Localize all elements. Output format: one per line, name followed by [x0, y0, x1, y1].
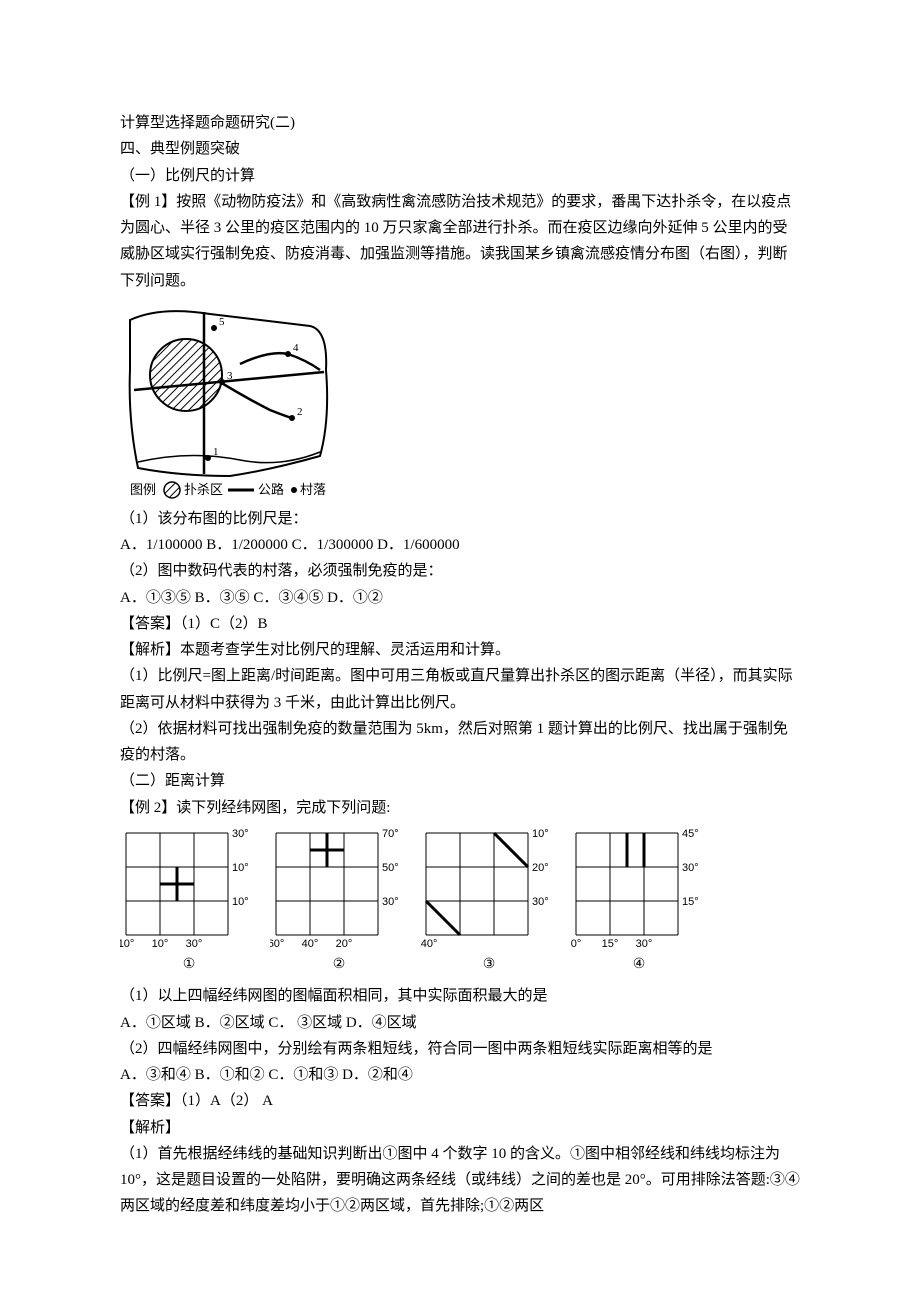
x-axis-label: 20° [336, 938, 353, 950]
map-road [220, 382, 292, 418]
example-label: 【例 1】 [120, 194, 176, 210]
answer-label: 【答案】 [120, 1093, 180, 1109]
grid-number-label: ② [333, 953, 346, 978]
ex2-answer: 【答案】（1）A（2） A [120, 1088, 800, 1114]
ex2-q1: （1）以上四幅经纬网图的图幅面积相同，其中实际面积最大的是 [120, 983, 800, 1009]
example-2-text: 【例 2】读下列经纬网图，完成下列问题: [120, 795, 800, 821]
ex2-analysis-p1: （1）首先根据经纬线的基础知识判断出①图中 4 个数字 10 的含义。①图中相邻… [120, 1141, 800, 1220]
village-dot [285, 351, 291, 357]
ex1-q2-options: A．①③⑤ B．③⑤ C．③④⑤ D．①② [120, 585, 800, 611]
y-axis-label: 30° [532, 896, 549, 908]
kill-zone [150, 339, 222, 411]
village-dot [289, 415, 295, 421]
grid-svg: 10° 20° 30° 140° [420, 827, 558, 951]
ex1-analysis: 【解析】本题考查学生对比例尺的理解、灵活运用和计算。 [120, 637, 800, 663]
village-label: 4 [293, 342, 299, 354]
ex1-q2: （2）图中数码代表的村落，必须强制免疫的是： [120, 558, 800, 584]
example-body: 读下列经纬网图，完成下列问题: [176, 800, 390, 816]
x-axis-label: 0° [571, 938, 582, 950]
grid-number-label: ④ [633, 953, 646, 978]
ex1-analysis-p2: （2）依据材料可找出强制免疫的数量范围为 5km，然后对照第 1 题计算出的比例… [120, 716, 800, 769]
grid-svg: 45° 30° 15° 0° 15° 30° [570, 827, 708, 951]
village-label: 5 [219, 316, 225, 328]
x-axis-label: 30° [186, 938, 203, 950]
example-label: 【例 2】 [120, 800, 176, 816]
ex1-q1: （1）该分布图的比例尺是： [120, 506, 800, 532]
village-label: 3 [227, 370, 233, 382]
legend-killzone-text: 扑杀区 [184, 482, 223, 497]
x-axis-label: 30° [636, 938, 653, 950]
map-legend: 图例 扑杀区 公路 村落 [130, 482, 326, 498]
map-road [240, 353, 320, 370]
legend-road-text: 公路 [258, 482, 284, 497]
y-axis-label: 30° [382, 896, 399, 908]
ex2-q2-options: A．③和④ B．①和② C．①和③ D．②和④ [120, 1062, 800, 1088]
latlon-grids: 30° 10° 10° 10° 10° 30° ① 70° 50° 30° 60° 40° 20° ② 10… [120, 827, 800, 978]
village-label: 1 [213, 446, 219, 458]
ex2-q2: （2）四幅经纬网图中，分别绘有两条粗短线，符合同一图中两条粗短线实际距离相等的是 [120, 1036, 800, 1062]
ex2-analysis-label: 【解析】 [120, 1115, 800, 1141]
grid-number-label: ① [183, 953, 196, 978]
subsection-heading: （一）比例尺的计算 [120, 163, 800, 189]
ex1-q1-options: A．1/100000 B．1/200000 C．1/300000 D．1/600… [120, 532, 800, 558]
grid-2: 70° 50° 30° 60° 40° 20° ② [270, 827, 408, 978]
grid-3: 10° 20° 30° 140° ③ [420, 827, 558, 978]
x-axis-label: 15° [602, 938, 619, 950]
ex1-analysis-p1: （1）比例尺=图上距离/时间距离。图中可用三角板或直尺量算出扑杀区的图示距离（半… [120, 663, 800, 716]
example-1-text: 【例 1】按照《动物防疫法》和《高致病性禽流感防治技术规范》的要求，番禺下达扑杀… [120, 189, 800, 294]
epidemic-map-svg: 1 2 3 4 5 图例 扑杀区 公路 村落 [120, 300, 336, 500]
subsection-heading: （二）距离计算 [120, 768, 800, 794]
village-dot [211, 325, 217, 331]
x-axis-label: 60° [270, 938, 284, 950]
x-axis-label: 40° [302, 938, 319, 950]
legend-village-text: 村落 [300, 482, 326, 497]
grid-svg: 30° 10° 10° 10° 10° 30° [120, 827, 258, 951]
y-axis-label: 10° [232, 896, 249, 908]
thick-line [494, 833, 528, 867]
legend-killzone-icon [164, 482, 180, 498]
grid-4: 45° 30° 15° 0° 15° 30° ④ [570, 827, 708, 978]
village-dot [205, 455, 211, 461]
legend-label: 图例 [130, 482, 156, 497]
thick-line [426, 901, 460, 935]
y-axis-label: 30° [682, 862, 699, 874]
x-axis-label: 10° [152, 938, 169, 950]
village-dot [219, 379, 225, 385]
answer-text: （1）A（2） A [180, 1093, 273, 1109]
analysis-label: 【解析】 [120, 642, 180, 658]
grid-svg: 70° 50° 30° 60° 40° 20° [270, 827, 408, 951]
village-label: 2 [297, 406, 303, 418]
map-river [138, 452, 320, 463]
y-axis-label: 70° [382, 828, 399, 840]
legend-village-icon [291, 487, 297, 493]
y-axis-label: 50° [382, 862, 399, 874]
y-axis-label: 30° [232, 828, 249, 840]
y-axis-label: 10° [232, 862, 249, 874]
ex1-answer: 【答案】（1）C（2）B [120, 611, 800, 637]
answer-text: （1）C（2）B [180, 616, 268, 632]
y-axis-label: 10° [532, 828, 549, 840]
y-axis-label: 45° [682, 828, 699, 840]
y-axis-label: 20° [532, 862, 549, 874]
ex2-q1-options: A．①区域 B．②区域 C． ③区域 D．④区域 [120, 1010, 800, 1036]
doc-title: 计算型选择题命题研究(二) [120, 110, 800, 136]
x-axis-label: 10° [120, 938, 134, 950]
epidemic-map: 1 2 3 4 5 图例 扑杀区 公路 村落 [120, 300, 800, 500]
answer-label: 【答案】 [120, 616, 180, 632]
grid-number-label: ③ [483, 953, 496, 978]
section-heading: 四、典型例题突破 [120, 136, 800, 162]
grid-1: 30° 10° 10° 10° 10° 30° ① [120, 827, 258, 978]
analysis-intro: 本题考查学生对比例尺的理解、灵活运用和计算。 [180, 642, 510, 658]
x-axis-label: 140° [420, 938, 437, 950]
example-body: 按照《动物防疫法》和《高致病性禽流感防治技术规范》的要求，番禺下达扑杀令，在以疫… [120, 194, 791, 289]
y-axis-label: 15° [682, 896, 699, 908]
